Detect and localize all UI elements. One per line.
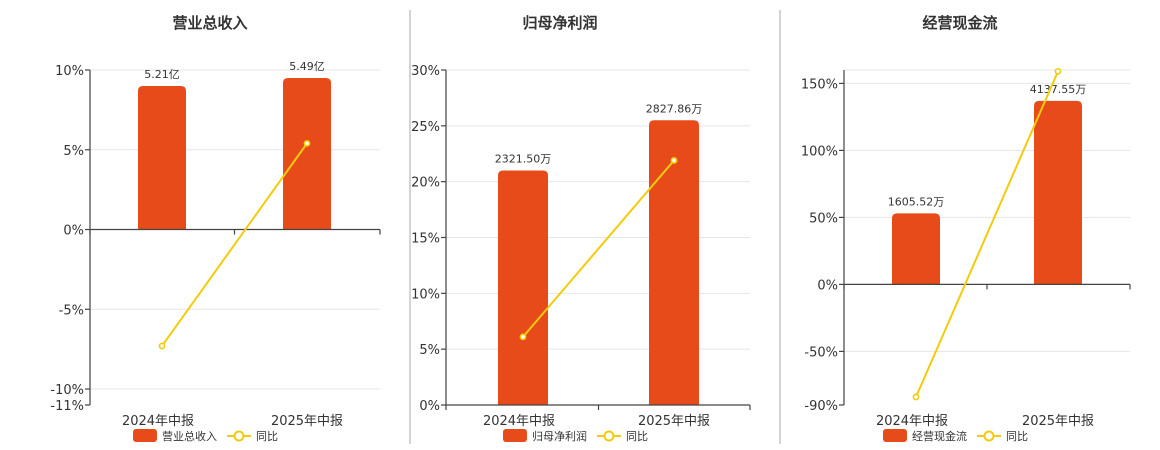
y-tick-label: 5% [63,144,84,159]
legend-bar-swatch [133,429,157,442]
y-tick-label: -50% [804,345,838,360]
legend: 营业总收入 同比 [133,429,278,443]
bar-data-label: 5.49亿 [289,60,325,73]
bar-data-label: 2827.86万 [646,102,703,115]
bar-1 [138,85,186,230]
bar-2 [649,120,699,405]
y-tick-label: -90% [804,399,838,414]
chart-title: 经营现金流 [922,14,997,32]
legend-label-line: 同比 [1006,430,1028,443]
yoy-line [915,70,1059,398]
y-tick-label: 0% [817,278,838,293]
x-tick-label: 2024年中报 [483,414,555,429]
x-tick-label: 2024年中报 [122,414,194,429]
chart-title: 营业总收入 [172,14,247,32]
chart-title: 归母净利润 [522,14,597,32]
y-tick-label: 30% [411,64,440,79]
y-tick-label: 20% [411,176,440,191]
bar-data-label: 1605.52万 [888,195,945,208]
x-tick-label: 2025年中报 [638,414,710,429]
x-tick-label: 2025年中报 [1022,414,1094,429]
y-tick-label: -10% [50,383,84,398]
legend-label-line: 同比 [256,430,278,443]
x-tick-label: 2025年中报 [271,414,343,429]
yoy-point-2 [1054,67,1062,75]
y-tick-label: 50% [809,211,838,226]
x-tick-label: 2024年中报 [876,414,948,429]
yoy-point-2 [303,139,311,147]
legend-label-line: 同比 [626,430,648,443]
legend-label-bar: 营业总收入 [162,429,217,443]
bar-1 [892,213,940,285]
yoy-line [161,142,308,347]
y-tick-label: -5% [59,303,84,318]
bar-data-label: 2321.50万 [495,153,552,166]
legend-bar-swatch [503,429,527,442]
y-tick-label: 10% [55,64,84,79]
legend-label-bar: 经营现金流 [912,429,967,443]
yoy-line [522,159,675,338]
legend: 经营现金流 同比 [883,429,1028,443]
bar-2 [1034,100,1082,285]
y-tick-label: 0% [419,399,440,414]
bar-1 [498,170,548,405]
legend-line-marker [233,430,245,442]
legend-bar-swatch [883,429,907,442]
legend-label-bar: 归母净利润 [532,429,587,443]
chart-panel-3: 经营现金流 150% 100% 50% 0% -50% -90% 1605.52万 4137.5… [779,10,1131,444]
legend-line-marker [983,430,995,442]
yoy-point-1 [519,333,527,341]
y-tick-label: 25% [411,120,440,135]
bar-data-label: 4137.55万 [1030,83,1087,96]
bar-data-label: 5.21亿 [144,68,180,81]
y-tick-label: 150% [801,77,838,92]
y-tick-label: 100% [801,144,838,159]
bar-2 [283,77,331,230]
legend: 归母净利润 同比 [503,429,648,443]
y-tick-label: 10% [411,287,440,302]
y-tick-label: 15% [411,232,440,247]
chart-panel-2: 归母净利润 30% 25% 20% 15% 10% 5% 0% 2321.50万 2827.86万… [409,10,751,444]
legend-line-marker [603,430,615,442]
yoy-point-1 [912,393,920,401]
yoy-point-1 [158,342,166,350]
y-tick-label: 5% [419,343,440,358]
chart-panel-1: 营业总收入 10% 5% 0% -5% -10%-11% 5.21亿 5.49亿 2024年中报… [50,14,381,443]
y-tick-label: 0% [63,224,84,239]
yoy-point-2 [670,157,678,164]
y-tick-label: -11% [50,399,84,414]
